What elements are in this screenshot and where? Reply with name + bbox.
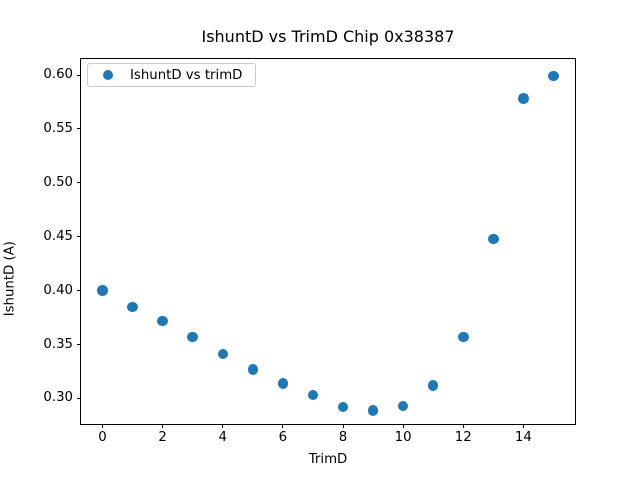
data-point bbox=[157, 315, 168, 327]
data-point bbox=[97, 285, 108, 296]
x-tick bbox=[162, 424, 164, 428]
y-tick-label: 0.60 bbox=[43, 67, 73, 83]
data-point bbox=[307, 389, 319, 401]
x-tick-label: 0 bbox=[98, 430, 107, 445]
data-point bbox=[277, 378, 289, 389]
y-tick bbox=[76, 397, 80, 399]
plot-area bbox=[80, 58, 576, 425]
x-tick-label: 6 bbox=[278, 430, 288, 445]
x-tick bbox=[102, 424, 104, 428]
x-tick-label: 2 bbox=[158, 430, 167, 445]
x-tick bbox=[402, 424, 404, 428]
y-tick bbox=[76, 182, 80, 184]
y-tick-label: 0.55 bbox=[43, 120, 73, 136]
x-tick-label: 10 bbox=[394, 430, 412, 445]
legend-label: IshuntD vs trimD bbox=[130, 67, 243, 83]
data-point bbox=[458, 331, 469, 343]
data-point bbox=[397, 400, 409, 412]
data-point bbox=[127, 301, 138, 313]
data-point bbox=[367, 405, 379, 416]
y-axis-label-text: IshuntD (A) bbox=[2, 240, 17, 317]
chart-title: IshuntD vs TrimD Chip 0x38387 bbox=[201, 27, 455, 46]
y-tick bbox=[76, 290, 80, 292]
y-tick-label: 0.35 bbox=[43, 336, 73, 352]
x-tick bbox=[342, 424, 344, 428]
data-point bbox=[427, 380, 439, 391]
y-tick bbox=[76, 236, 80, 238]
x-axis-label: TrimD bbox=[308, 452, 348, 467]
data-point bbox=[337, 401, 349, 413]
x-tick-label: 14 bbox=[514, 430, 532, 445]
data-point bbox=[187, 331, 198, 343]
y-tick bbox=[76, 128, 80, 130]
data-point bbox=[518, 93, 529, 104]
data-point bbox=[247, 364, 259, 375]
x-tick bbox=[522, 424, 524, 428]
y-tick bbox=[76, 74, 80, 76]
y-tick bbox=[76, 344, 80, 346]
y-tick-label: 0.40 bbox=[43, 282, 73, 298]
data-point bbox=[488, 233, 499, 245]
data-point bbox=[217, 348, 229, 360]
y-tick-label: 0.45 bbox=[43, 228, 73, 244]
legend-marker-icon bbox=[103, 70, 113, 80]
y-tick-label: 0.50 bbox=[43, 174, 73, 190]
x-tick bbox=[282, 424, 284, 428]
data-point bbox=[548, 70, 559, 82]
x-tick bbox=[222, 424, 224, 428]
y-tick-label: 0.30 bbox=[43, 390, 73, 406]
x-tick-label: 8 bbox=[338, 430, 348, 445]
x-tick-label: 12 bbox=[454, 430, 472, 445]
x-tick bbox=[462, 424, 464, 428]
x-tick-label: 4 bbox=[218, 430, 228, 445]
legend: IshuntD vs trimD bbox=[87, 63, 256, 87]
